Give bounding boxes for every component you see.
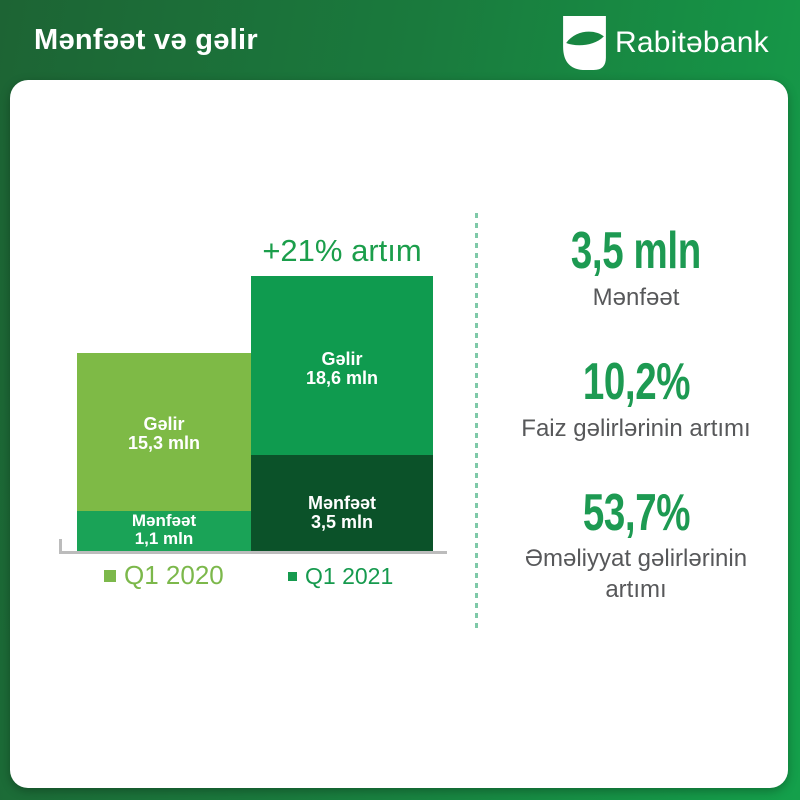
x-axis-line [59, 551, 447, 554]
segment-value: 18,6 mln [305, 368, 379, 388]
bar-q1-2021-gelir-segment [251, 276, 433, 455]
segment-name: Gəlir [321, 349, 363, 369]
legend-label-q1-2020: Q1 2020 [124, 560, 224, 590]
segment-value: 15,3 mln [127, 433, 201, 453]
bar-label-q1-2021-gelir: Gəlir 18,6 mln [251, 350, 433, 388]
stat-menfeet: 3,5 mln Mənfəət [500, 222, 772, 313]
bar-q1-2021-menfeet-segment [251, 455, 433, 551]
rabitabank-leaf-icon [563, 16, 606, 70]
bar-label-q1-2020-gelir: Gəlir 15,3 mln [77, 415, 251, 453]
bar-label-q1-2020-menfeet: Mənfəət 1,1 mln [77, 512, 251, 548]
segment-name: Mənfəət [131, 511, 197, 530]
brand-logo: Rabitəbank [563, 16, 769, 70]
segment-value: 1,1 mln [134, 529, 194, 548]
stat-value: 10,2% [582, 352, 690, 411]
growth-annotation: +21% artım [262, 233, 422, 268]
stat-label: Mənfəət [592, 283, 680, 311]
stat-value: 53,7% [582, 483, 690, 542]
legend-label-q1-2021: Q1 2021 [305, 563, 394, 589]
legend-swatch-q1-2021 [288, 572, 297, 581]
x-axis-tick [59, 539, 62, 551]
legend-item-q1-2021: Q1 2021 [288, 563, 393, 590]
dotted-divider [475, 213, 478, 628]
stats-column: 3,5 mln Mənfəət 10,2% Faiz gəlirlərinin … [500, 222, 772, 651]
segment-name: Gəlir [143, 414, 185, 434]
legend-item-q1-2020: Q1 2020 [104, 560, 224, 591]
stat-label: Faiz gəlirlərinin artımı [521, 414, 751, 442]
legend-swatch-q1-2020 [104, 569, 116, 582]
stat-value: 3,5 mln [570, 222, 702, 280]
bar-q1-2020-gelir-segment [77, 353, 251, 511]
segment-value: 3,5 mln [310, 512, 374, 532]
stat-faiz-gelirleri: 10,2% Faiz gəlirlərinin artımı [500, 352, 772, 444]
segment-name: Mənfəət [307, 493, 376, 513]
page-title: Mənfəət və gəlir [34, 24, 258, 56]
stat-label: Əməliyyat gəlirlərinin artımı [524, 545, 748, 604]
brand-name: Rabitəbank [615, 26, 769, 59]
bar-q1-2020-menfeet-segment [77, 511, 251, 551]
stat-emeliyyat-gelirleri: 53,7% Əməliyyat gəlirlərinin artımı [500, 483, 772, 606]
bar-label-q1-2021-menfeet: Mənfəət 3,5 mln [251, 494, 433, 532]
